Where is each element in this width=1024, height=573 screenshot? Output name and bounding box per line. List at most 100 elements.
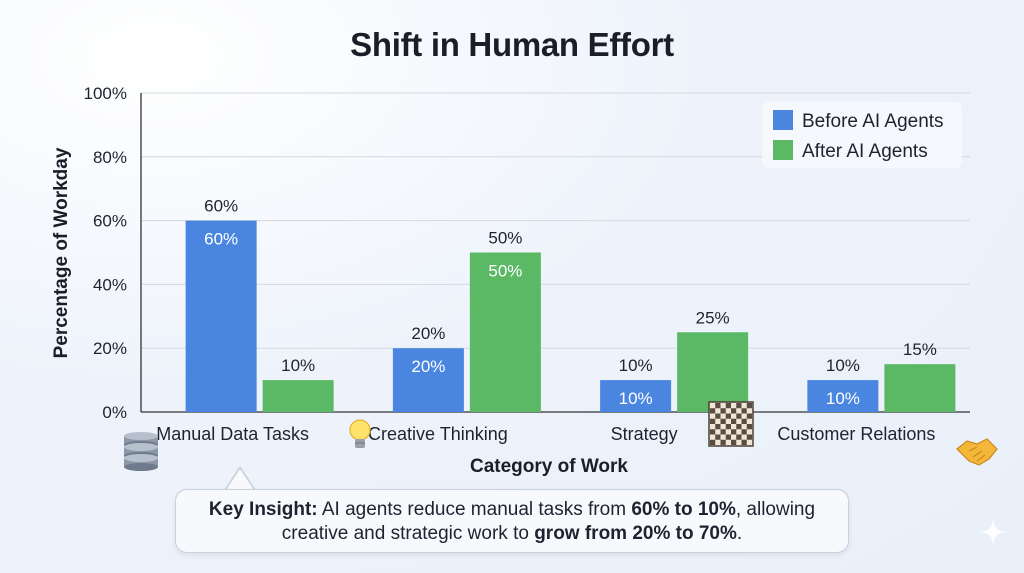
lightbulb-icon	[349, 419, 371, 448]
value-label-inside: 10%	[619, 389, 653, 408]
insight-label: Key Insight:	[208, 499, 318, 520]
insight-bold-2: grow from 20% to 70%	[534, 523, 737, 544]
chess-square	[736, 424, 742, 430]
chess-square	[710, 418, 716, 424]
chess-square	[710, 439, 716, 445]
bar-before	[185, 220, 257, 412]
key-insight-callout: Key Insight: AI agents reduce manual tas…	[175, 489, 849, 553]
y-tick-label: 0%	[102, 403, 127, 422]
insight-text-2: , allowing creative and strategic work t…	[281, 499, 816, 544]
category-label: Manual Data Tasks	[156, 424, 309, 444]
database-disk-top	[124, 454, 158, 462]
legend: Before AI Agents After AI Agents	[762, 102, 962, 168]
insight-text-1: AI agents reduce manual tasks from	[317, 499, 632, 520]
chess-square	[720, 418, 726, 424]
value-label-above: 60%	[204, 197, 238, 216]
gridlines	[141, 92, 970, 349]
y-tick-label: 20%	[93, 339, 127, 358]
bar-after	[884, 364, 956, 412]
chess-square	[715, 434, 721, 440]
category-label: Customer Relations	[777, 424, 935, 444]
bar-before	[600, 380, 672, 412]
value-label-above: 25%	[696, 308, 730, 327]
value-label-inside: 60%	[204, 230, 238, 249]
bar-after	[262, 380, 334, 412]
chess-square	[725, 413, 731, 419]
chess-square	[731, 418, 737, 424]
value-label-above: 50%	[488, 229, 522, 248]
chessboard-icon	[708, 401, 754, 447]
chess-square	[736, 403, 742, 409]
y-axis-title: Percentage of Workday	[51, 147, 72, 358]
database-disk	[124, 447, 158, 456]
handshake-icon	[956, 438, 998, 466]
chess-square	[741, 408, 747, 414]
y-tick-label: 60%	[93, 212, 127, 231]
chess-square	[741, 418, 747, 424]
database-disk-bottom	[124, 463, 158, 471]
bar-after	[677, 332, 749, 412]
chess-square	[736, 434, 742, 440]
category-label: Creative Thinking	[368, 424, 508, 444]
axes: 0% 20% 40% 60% 80% 100%	[84, 84, 970, 422]
bar-after	[469, 252, 541, 412]
database-icon	[124, 432, 158, 471]
y-tick-label: 100%	[84, 84, 127, 103]
x-axis-title: Category of Work	[470, 456, 628, 477]
category-label: Strategy	[611, 424, 678, 444]
value-label-above: 10%	[826, 356, 860, 375]
insight-text-3: .	[736, 523, 743, 544]
value-label-above: 10%	[619, 356, 653, 375]
bars	[185, 220, 956, 412]
value-label-inside: 20%	[411, 357, 445, 376]
value-label-above: 10%	[281, 356, 315, 375]
legend-label: Before AI Agents	[802, 111, 944, 132]
chess-square	[715, 403, 721, 409]
category-icons	[124, 401, 998, 471]
chess-square	[746, 403, 752, 409]
chess-square	[741, 429, 747, 435]
chess-square	[731, 439, 737, 445]
value-label-inside: 50%	[488, 262, 522, 281]
database-disk-top	[124, 432, 158, 440]
chess-square	[725, 434, 731, 440]
legend-box	[762, 102, 962, 168]
data-labels: 60% 60% 10% 20% 20% 50% 50% 10% 10% 25% 10% 10% 15%	[204, 197, 937, 409]
chess-square	[731, 429, 737, 435]
bar-before	[392, 348, 464, 412]
legend-swatch	[773, 110, 793, 130]
legend-label: After AI Agents	[802, 141, 928, 162]
insight-pointer-fill	[226, 469, 254, 490]
legend-swatch	[773, 140, 793, 160]
chess-square	[746, 424, 752, 430]
category-labels: Manual Data Tasks Creative Thinking Strate…	[156, 424, 935, 444]
chess-square	[720, 408, 726, 414]
chess-square	[746, 434, 752, 440]
chess-square	[710, 408, 716, 414]
database-disk	[124, 458, 158, 467]
chess-square	[720, 429, 726, 435]
chess-square	[715, 413, 721, 419]
y-tick-label: 40%	[93, 275, 127, 294]
chess-square	[725, 424, 731, 430]
chess-square	[715, 424, 721, 430]
chess-square	[731, 408, 737, 414]
database-disk	[124, 436, 158, 445]
bar-before	[807, 380, 879, 412]
value-label-inside: 10%	[826, 389, 860, 408]
hands	[956, 438, 998, 466]
database-disk-top	[124, 443, 158, 451]
fingers	[968, 446, 986, 462]
value-label-above: 20%	[411, 324, 445, 343]
chess-square	[720, 439, 726, 445]
chess-square	[746, 413, 752, 419]
sparkle-icon	[979, 518, 1007, 546]
bulb-glass	[349, 419, 371, 441]
chess-square	[725, 403, 731, 409]
chess-square	[710, 429, 716, 435]
chess-square	[741, 439, 747, 445]
insight-bold-1: 60% to 10%	[631, 499, 736, 520]
y-tick-label: 80%	[93, 148, 127, 167]
chart-title: Shift in Human Effort	[350, 26, 674, 63]
